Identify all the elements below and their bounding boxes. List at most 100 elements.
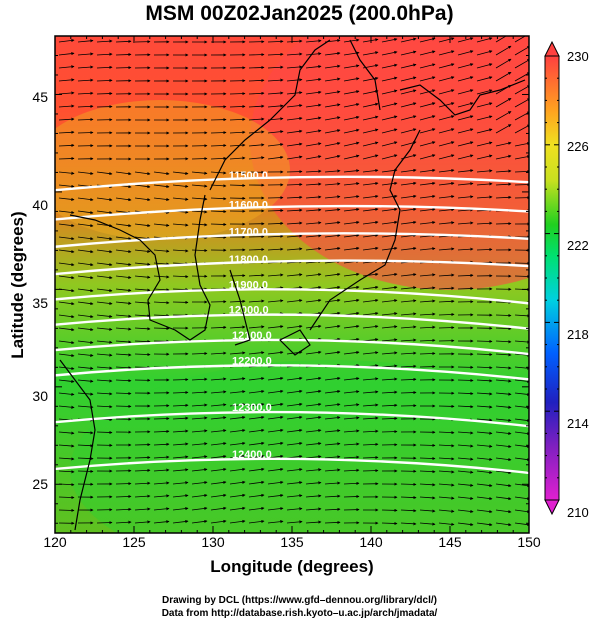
warm-region [250, 36, 529, 290]
cool-region [70, 360, 529, 533]
wind-arrow [286, 467, 303, 472]
wind-arrow [305, 415, 322, 420]
contour-line [55, 204, 529, 221]
wind-arrow [400, 233, 417, 238]
wind-arrow [362, 168, 379, 173]
colorbar-tick-label: 230 [567, 49, 589, 64]
contour-line [55, 288, 529, 305]
wind-arrow [58, 353, 75, 358]
wind-arrow [229, 493, 246, 498]
wind-arrow [96, 430, 113, 435]
wind-arrow [400, 102, 417, 108]
wind-arrow [514, 379, 529, 383]
wind-arrow [438, 273, 455, 277]
wind-arrow [419, 102, 436, 108]
wind-arrow [191, 377, 208, 381]
wind-arrow [248, 78, 265, 83]
wind-arrow [457, 63, 474, 69]
wind-arrow [419, 76, 436, 82]
wind-arrow [96, 314, 113, 318]
contour-label: 11600.0 [229, 199, 268, 211]
colorbar-tick-label: 210 [567, 505, 589, 520]
wind-arrow [115, 197, 132, 202]
wind-arrow [172, 442, 189, 446]
wind-arrow [248, 454, 265, 459]
wind-arrow [286, 78, 303, 82]
wind-arrow [495, 483, 512, 488]
wind-arrow [362, 403, 379, 407]
wind-arrow [210, 519, 227, 524]
wind-arrow [419, 128, 436, 134]
wind-arrow [495, 340, 512, 344]
wind-arrow [495, 353, 512, 357]
wind-arrow [514, 98, 529, 108]
height-contours: 11500.0 11600.0 11700.0 11800.0 11900.0 12000… [55, 170, 529, 475]
wind-arrow [457, 522, 474, 527]
wind-arrow [381, 128, 398, 134]
wind-arrow [77, 223, 94, 228]
wind-arrow [115, 288, 132, 292]
wind-arrow [191, 416, 208, 420]
wind-arrow [362, 285, 379, 290]
wind-arrow [419, 509, 436, 513]
wind-arrow [96, 262, 113, 267]
x-axis-label: Longitude (degrees) [210, 557, 374, 576]
wind-arrow [514, 36, 527, 43]
wind-arrow [419, 470, 436, 474]
wind-arrow [514, 509, 529, 514]
wind-arrow [267, 39, 284, 44]
wind-arrow [96, 171, 113, 176]
x-tick-label: 120 [43, 534, 67, 550]
wind-arrow [438, 154, 455, 160]
wind-arrow [400, 312, 417, 316]
wind-arrow [172, 223, 189, 227]
wind-arrow [267, 493, 284, 498]
wind-arrow [324, 116, 341, 121]
wind-arrow [267, 506, 284, 511]
wind-arrow [134, 494, 151, 498]
wind-arrow [134, 468, 151, 472]
contour-line [55, 364, 529, 381]
wind-arrow [438, 63, 455, 69]
wind-arrow [400, 495, 417, 500]
wind-arrow [381, 246, 398, 251]
y-tick-label: 25 [32, 476, 48, 492]
wind-arrow [324, 494, 341, 498]
wind-arrow [210, 416, 227, 420]
wind-arrow [438, 496, 455, 500]
wind-arrow [77, 117, 94, 122]
wind-arrow [153, 429, 170, 434]
wind-arrow [381, 272, 398, 277]
wind-arrow [58, 262, 75, 267]
wind-arrow [438, 128, 455, 134]
wind-arrow [305, 350, 322, 355]
wind-arrow [267, 273, 284, 277]
wind-arrow [267, 208, 284, 213]
wind-arrow [495, 58, 512, 69]
wind-arrow [58, 130, 75, 134]
contour-line [55, 313, 529, 330]
wind-arrow [381, 102, 398, 108]
wind-arrow [77, 91, 94, 95]
wind-arrow [457, 50, 474, 56]
wind-arrow [77, 262, 94, 267]
wind-arrow [229, 299, 246, 303]
wind-arrow [324, 154, 341, 160]
wind-arrow [58, 379, 75, 383]
contour-label: 11800.0 [229, 254, 268, 266]
wind-arrow [191, 403, 208, 407]
wind-arrow [248, 117, 265, 121]
wind-arrow [495, 36, 507, 43]
wind-arrow [362, 272, 379, 277]
wind-arrow [172, 519, 189, 524]
wind-arrow [476, 431, 493, 435]
credit-line: Data from http://database.rish.kyoto–u.a… [161, 608, 438, 619]
wind-arrow [476, 496, 493, 501]
wind-arrow [58, 340, 75, 345]
wind-arrow [381, 521, 398, 526]
wind-arrow [286, 234, 303, 238]
wind-arrow [514, 141, 529, 147]
wind-arrow [419, 50, 436, 56]
wind-arrow [305, 39, 322, 43]
wind-arrow [457, 221, 474, 225]
